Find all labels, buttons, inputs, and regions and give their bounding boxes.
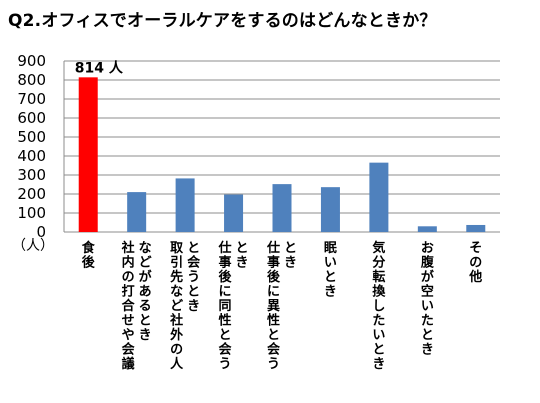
category-label: お腹が空いたとき [421,241,435,358]
category-label: 気分転換したいとき [372,240,386,372]
chart-title: Q2.オフィスでオーラルケアをするのはどんなときか？ [8,11,437,31]
bar [466,224,486,232]
y-tick-label: 100 [17,204,46,222]
y-tick-label: 900 [17,52,46,70]
y-tick-label: 400 [17,147,46,165]
bar [417,226,437,232]
y-tick-label: 300 [17,166,46,184]
y-tick-label: 0 [36,223,46,241]
y-tick-label: 700 [17,90,46,108]
bar [224,194,244,232]
y-tick-label: 500 [17,128,46,146]
bar [78,77,98,232]
category-label: とき [236,241,249,271]
category-label: 取引先など社外の人 [169,241,184,372]
category-label: と会うとき [187,241,201,314]
y-tick-label: 200 [17,185,46,203]
bar [320,187,340,232]
category-label: とき [284,241,297,271]
bar [127,192,147,232]
y-axis-unit: （人） [12,238,54,254]
data-label: 814 人 [75,59,124,76]
bar [369,162,389,232]
bar [272,184,292,232]
category-label: 眠いとき [324,241,337,300]
category-label: 仕事後に異性と会う [266,240,281,372]
category-label: などがあるとき [139,241,152,343]
category-label: 社内の打合せや会議 [121,240,136,372]
category-label: 仕事後に同性と会う [218,240,233,372]
y-tick-label: 800 [17,71,46,89]
category-label: その他 [468,241,482,285]
y-tick-label: 600 [17,109,46,127]
bar [175,178,195,232]
category-label: 食後 [82,240,96,271]
